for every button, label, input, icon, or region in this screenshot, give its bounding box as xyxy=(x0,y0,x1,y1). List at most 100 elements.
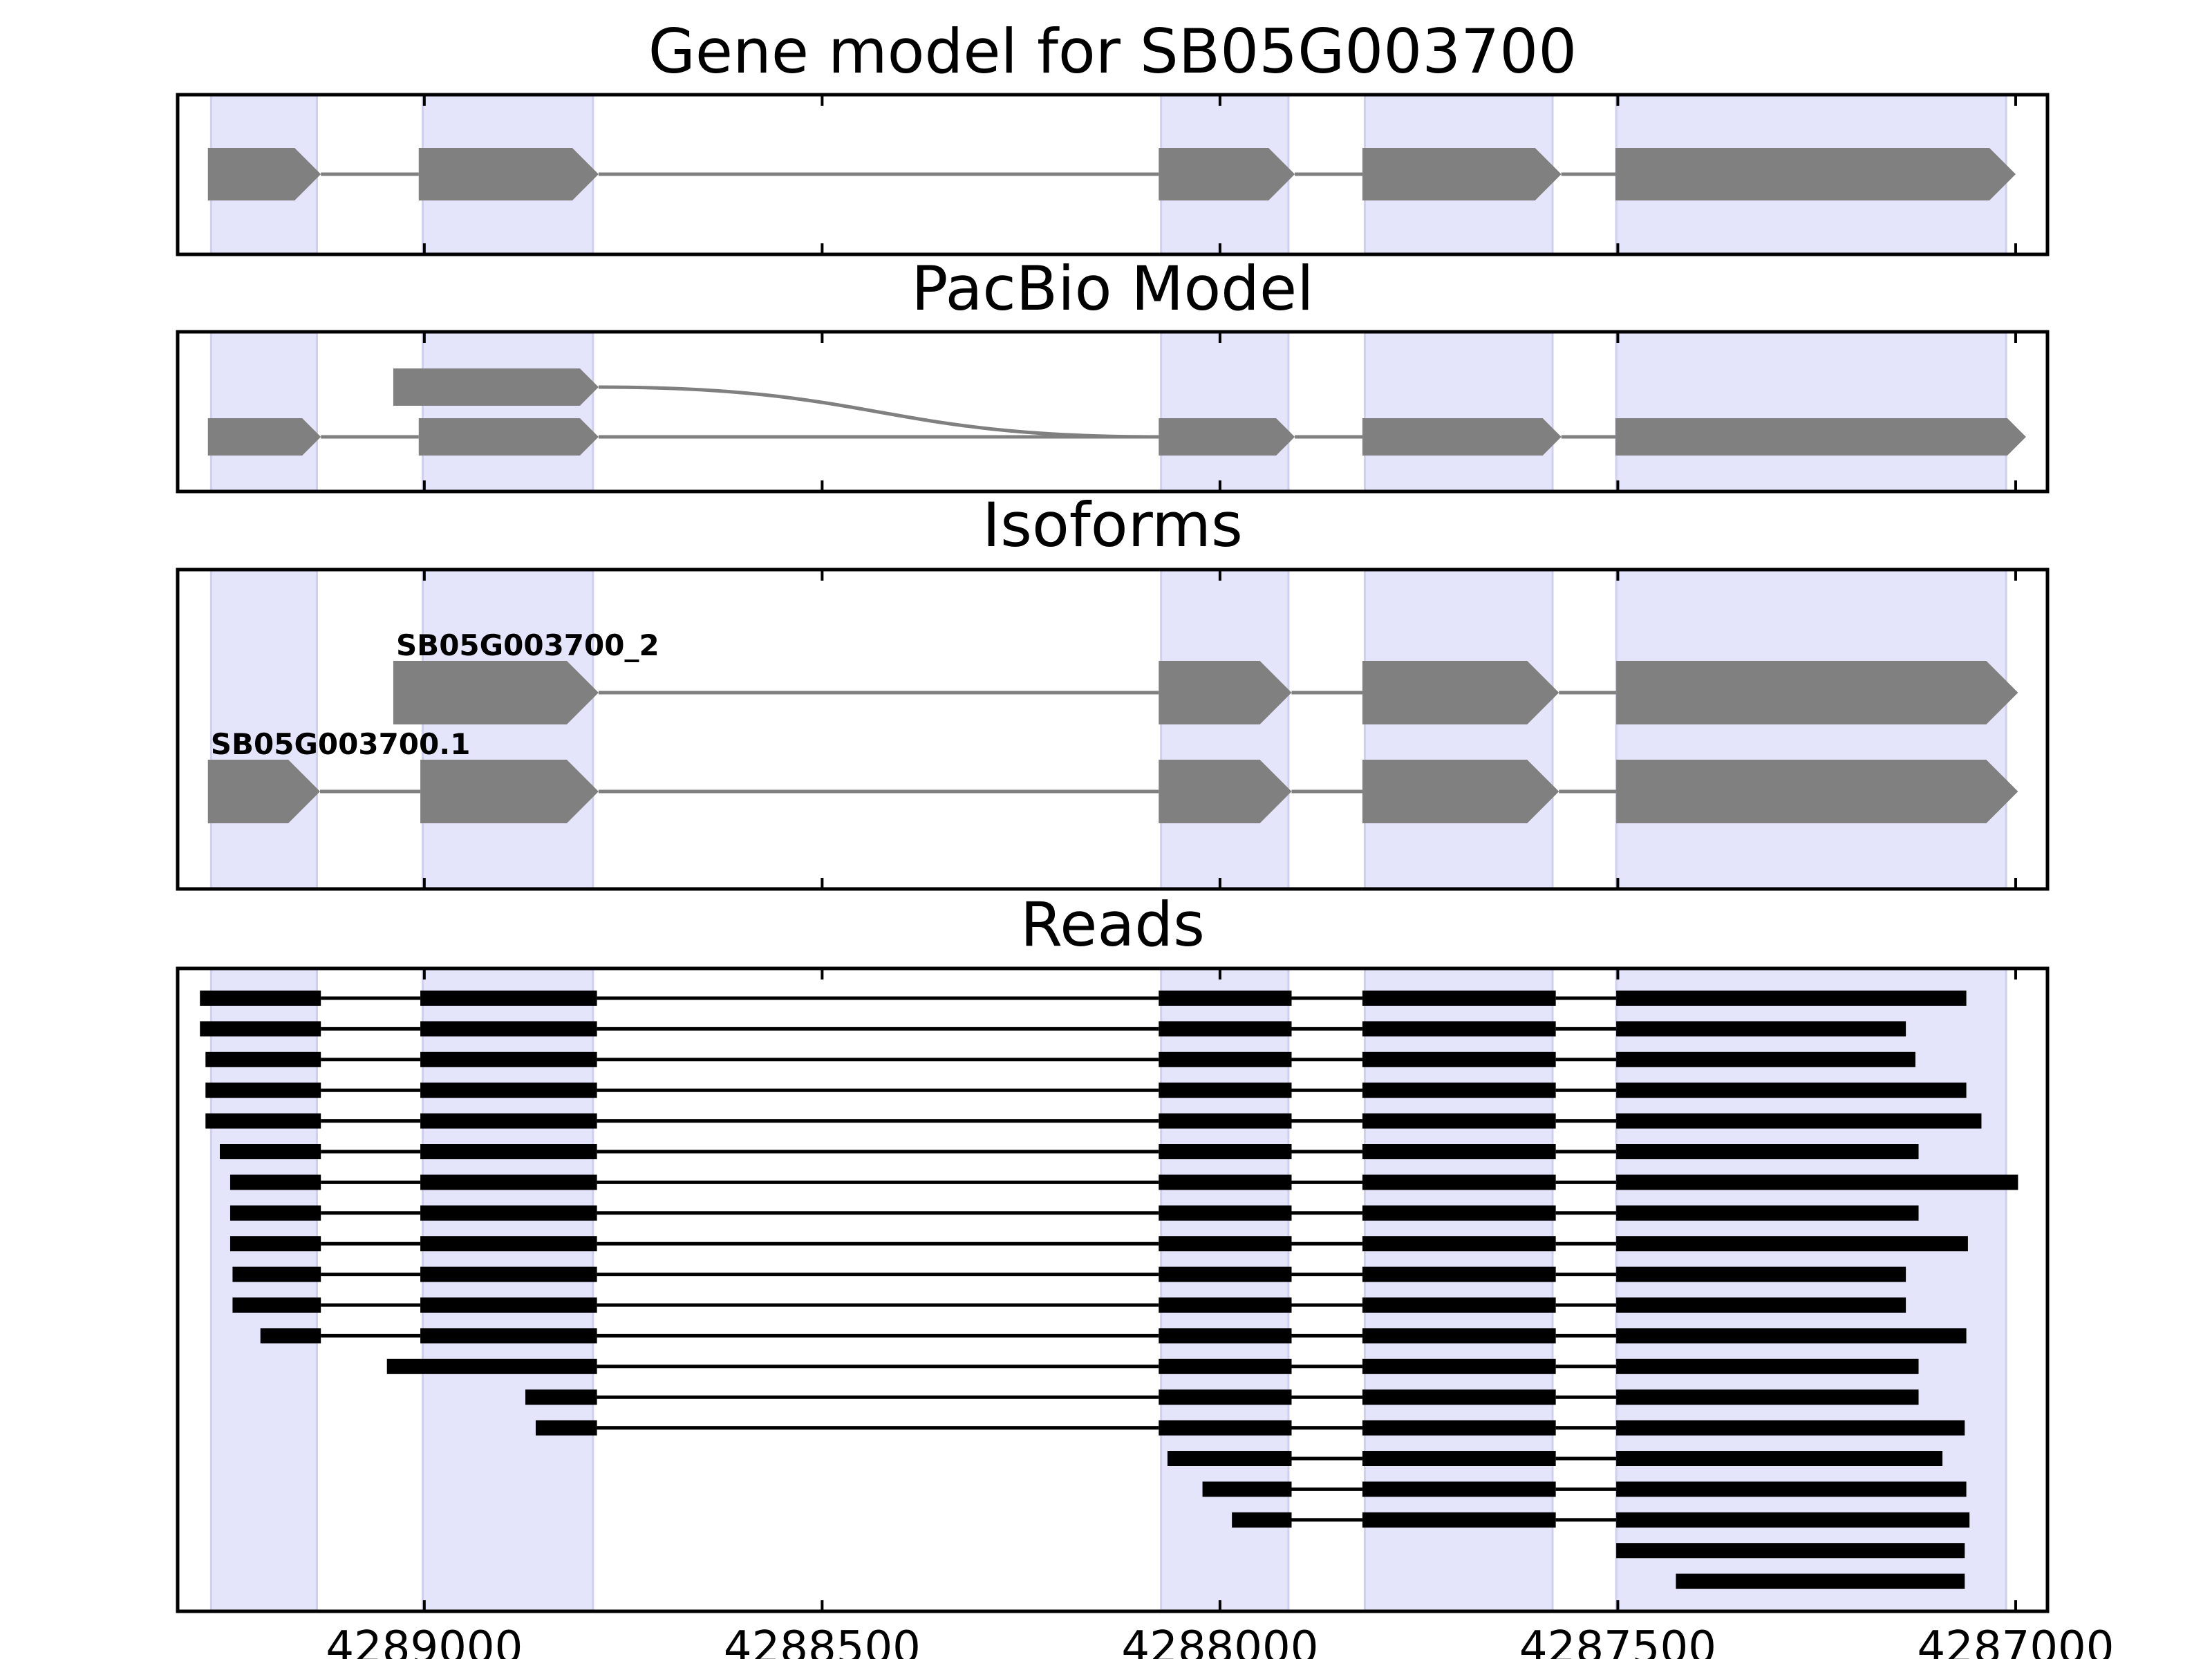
read-block xyxy=(1362,1481,1556,1497)
read-block xyxy=(1362,1021,1556,1037)
read-block xyxy=(1362,1297,1556,1313)
x-tick-label: 4288000 xyxy=(1121,1622,1318,1659)
panel-title: Gene model for SB05G003700 xyxy=(648,16,1577,87)
read-block xyxy=(1616,1021,1906,1037)
read-block xyxy=(1616,1113,1982,1129)
read-block xyxy=(1616,1266,1906,1282)
highlight-region xyxy=(1615,330,2007,493)
read-block xyxy=(1362,1113,1556,1129)
read-block xyxy=(1616,1051,1915,1067)
read xyxy=(200,1021,1906,1037)
read xyxy=(232,1266,1906,1282)
read-block xyxy=(420,1082,597,1098)
read-block xyxy=(1159,1205,1292,1221)
panel-title: Isoforms xyxy=(982,489,1243,561)
read xyxy=(220,1144,1919,1159)
highlight-region xyxy=(1363,330,1554,493)
read xyxy=(229,1236,1968,1252)
read xyxy=(535,1420,1965,1436)
panel-1: PacBio Model xyxy=(176,253,2050,494)
read-block xyxy=(420,991,597,1006)
highlight-region xyxy=(209,568,318,890)
read-block xyxy=(1159,1236,1292,1252)
read-block xyxy=(1232,1512,1292,1528)
panel-frame xyxy=(176,568,2050,891)
read-block xyxy=(1159,1082,1292,1098)
read xyxy=(260,1328,1967,1344)
exon xyxy=(1159,418,1295,456)
highlight-region xyxy=(1363,568,1554,890)
read-block xyxy=(1616,1205,1919,1221)
read-block xyxy=(1616,1082,1967,1098)
read xyxy=(229,1205,1919,1221)
highlight-region xyxy=(1160,568,1290,890)
highlight-region xyxy=(422,967,594,1613)
read-block xyxy=(1362,1389,1556,1405)
read-block xyxy=(205,1113,321,1129)
read-block xyxy=(1159,1021,1292,1037)
highlight-region xyxy=(1160,330,1290,493)
transcript: SB05G003700.1 xyxy=(207,727,2018,823)
read-block xyxy=(1616,991,1967,1006)
read-block xyxy=(386,1358,597,1374)
read-block xyxy=(1362,1174,1556,1190)
exon xyxy=(1616,760,2018,823)
read-block xyxy=(420,1266,597,1282)
read-block xyxy=(1159,991,1292,1006)
read xyxy=(386,1358,1919,1374)
read-block xyxy=(260,1328,321,1344)
highlight-region xyxy=(422,330,594,493)
read-block xyxy=(232,1266,321,1282)
exon xyxy=(1362,148,1562,200)
read-block xyxy=(535,1420,597,1436)
exon xyxy=(1159,148,1295,200)
read-block xyxy=(232,1297,321,1313)
read xyxy=(205,1051,1915,1067)
x-tick-label: 4287500 xyxy=(1519,1622,1716,1659)
read xyxy=(1202,1481,1967,1497)
read xyxy=(1167,1451,1943,1466)
read-block xyxy=(420,1328,597,1344)
read-block xyxy=(1616,1420,1965,1436)
read-block xyxy=(1362,991,1556,1006)
transcript: SB05G003700_2 xyxy=(393,628,2018,724)
panel-3: Reads xyxy=(176,889,2050,1613)
panel-title: Reads xyxy=(1020,889,1205,960)
read-block xyxy=(205,1051,321,1067)
read-block xyxy=(1362,1144,1556,1159)
read xyxy=(205,1113,1982,1129)
read-block xyxy=(1159,1420,1292,1436)
read-block xyxy=(420,1297,597,1313)
read-block xyxy=(1616,1297,1906,1313)
read-block xyxy=(1676,1573,1965,1589)
read xyxy=(1232,1512,1970,1528)
read-block xyxy=(1159,1358,1292,1374)
exon xyxy=(1616,661,2018,724)
isoform-label: SB05G003700.1 xyxy=(211,727,471,761)
x-tick-label: 4289000 xyxy=(326,1622,523,1659)
read xyxy=(1616,1543,1965,1559)
read-block xyxy=(1616,1543,1965,1559)
exon xyxy=(1362,418,1562,456)
read-block xyxy=(229,1174,321,1190)
exon xyxy=(418,148,599,200)
panel-title: PacBio Model xyxy=(911,253,1313,324)
read-block xyxy=(1362,1266,1556,1282)
read-block xyxy=(200,991,321,1006)
exon xyxy=(1159,760,1292,823)
read-block xyxy=(220,1144,321,1159)
panel-frame xyxy=(176,966,2050,1613)
exon xyxy=(207,148,321,200)
highlight-region xyxy=(1615,967,2007,1613)
exon xyxy=(418,418,599,456)
exon xyxy=(207,760,321,823)
read-block xyxy=(1159,1389,1292,1405)
read-block xyxy=(1362,1205,1556,1221)
read-block xyxy=(1159,1297,1292,1313)
read xyxy=(232,1297,1906,1313)
transcript xyxy=(393,368,1159,439)
highlight-region xyxy=(1160,967,1290,1613)
x-tick-label: 4287000 xyxy=(1917,1622,2114,1659)
read-block xyxy=(420,1051,597,1067)
